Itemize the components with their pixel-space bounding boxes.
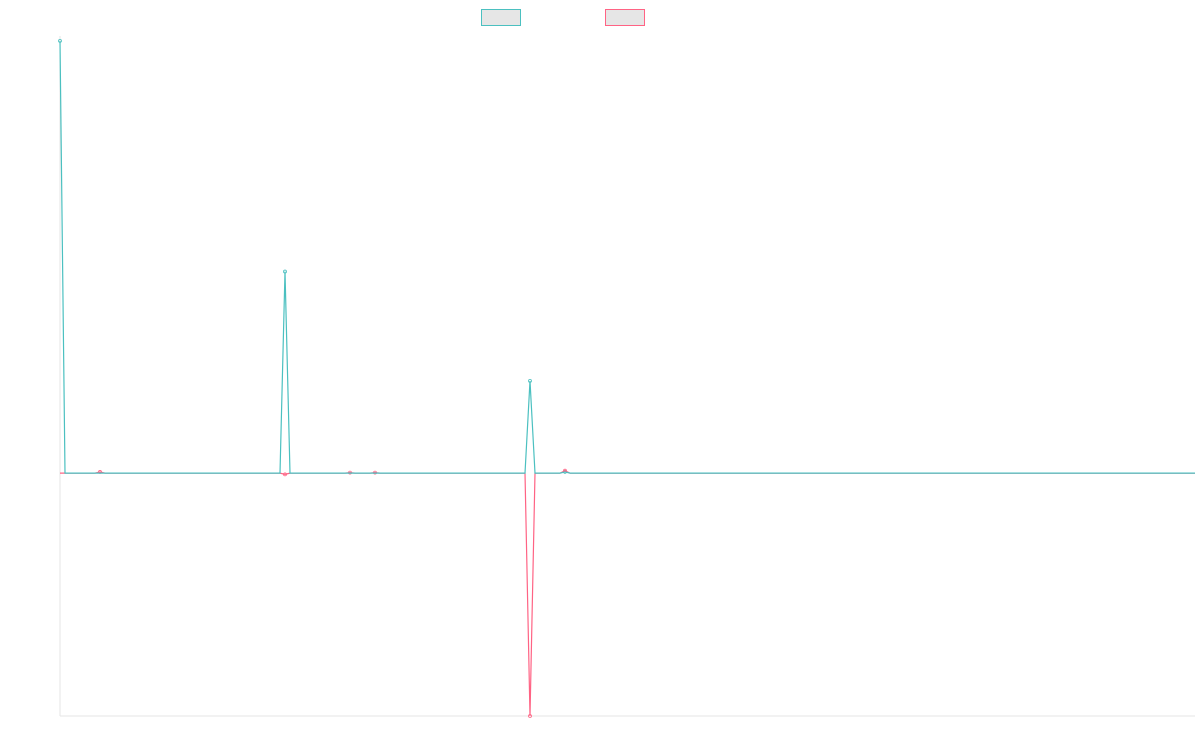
axes (59, 36, 1195, 717)
legend (481, 9, 645, 26)
legend-item-2[interactable] (605, 9, 645, 26)
series-line-2 (60, 470, 1195, 717)
legend-item-1[interactable] (481, 9, 521, 26)
data-point-s2-5 (528, 714, 532, 718)
legend-swatch-2 (605, 9, 645, 26)
series-line-1 (59, 40, 1195, 474)
data-point-s2-2 (283, 472, 287, 477)
legend-swatch-1 (481, 9, 521, 26)
series-layer (58, 38, 1195, 718)
